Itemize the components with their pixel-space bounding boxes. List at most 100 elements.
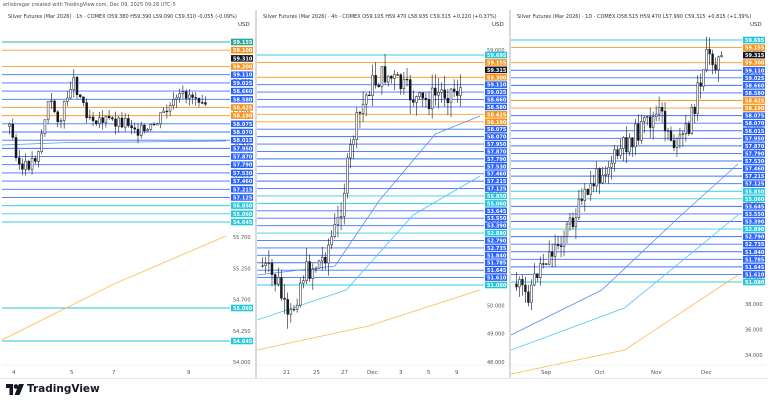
- candle-body: [69, 89, 72, 99]
- candle-body: [336, 217, 340, 225]
- price-label-text: 57.790: [487, 157, 507, 163]
- candle-body: [311, 269, 315, 279]
- candle-body: [30, 158, 34, 170]
- candle-body: [364, 94, 368, 105]
- price-label-box: [743, 225, 765, 233]
- price-label-text: 57.460: [487, 172, 507, 178]
- price-chart-svg[interactable]: 58.00056.00054.00052.00050.00048.00046.0…: [511, 10, 766, 378]
- candle-body: [553, 244, 557, 257]
- candle-body: [172, 99, 175, 106]
- price-label-box: [231, 55, 253, 62]
- price-label-text: 59.025: [487, 90, 507, 96]
- price-label-box: [231, 194, 253, 201]
- candle-body: [720, 55, 723, 58]
- panel-divider[interactable]: [509, 10, 511, 378]
- price-label-box: [485, 207, 507, 215]
- candle-body: [702, 69, 705, 87]
- price-label-box: [231, 177, 253, 185]
- candle-body: [188, 94, 191, 99]
- candle-body: [156, 123, 159, 126]
- chart-panel-1d[interactable]: Silver Futures (Mar 2026) · 1D · COMEX O…: [511, 10, 766, 378]
- candle-body: [393, 74, 396, 79]
- candle-body: [82, 96, 85, 103]
- tradingview-logo[interactable]: TradingView: [6, 383, 100, 395]
- chart-panel-1h[interactable]: Silver Futures (Mar 2026) · 1h · COMEX O…: [2, 10, 254, 378]
- candle-body: [631, 137, 634, 148]
- candle-body: [114, 118, 117, 127]
- candle-body: [346, 157, 349, 194]
- tradingview-logo-icon: [6, 383, 24, 395]
- candle-body: [456, 91, 459, 96]
- axis-tick-label: 54.250: [233, 329, 251, 335]
- price-label-text: 53.645: [745, 204, 765, 210]
- moving-average-line: [2, 140, 227, 146]
- price-label-box: [231, 210, 253, 218]
- price-label-text: 57.125: [233, 195, 253, 201]
- price-label-box: [743, 263, 765, 271]
- price-label-box: [485, 133, 507, 140]
- candle-body: [324, 256, 327, 264]
- candle-body: [604, 174, 607, 176]
- time-axis-label: 25: [313, 370, 320, 376]
- candle-body: [292, 308, 296, 311]
- candle-body: [625, 137, 628, 153]
- candle-body: [286, 299, 289, 315]
- price-label-text: 53.645: [487, 209, 507, 215]
- price-label-text: 58.190: [487, 120, 507, 126]
- candle-body: [349, 144, 352, 159]
- price-label-text: 59.100: [233, 48, 253, 54]
- price-chart-svg[interactable]: 59.00058.25057.50056.95056.30056.00055.7…: [2, 10, 254, 378]
- candle-body: [8, 123, 11, 127]
- candle-body: [123, 118, 127, 128]
- price-label-text: 51.645: [745, 265, 765, 271]
- candle-body: [321, 256, 324, 262]
- price-label-text: 55.060: [233, 212, 253, 218]
- candle-body: [459, 87, 462, 96]
- candle-body: [43, 119, 47, 135]
- candle-body: [308, 261, 311, 279]
- price-label-text: 52.735: [745, 242, 765, 248]
- price-label-text: 59.155: [233, 40, 253, 46]
- price-label-box: [485, 88, 507, 96]
- candle-body: [396, 74, 399, 76]
- panel-divider[interactable]: [255, 10, 257, 378]
- currency-label: USD: [750, 22, 762, 28]
- price-label-text: 57.870: [487, 149, 507, 155]
- price-label-text: 58.425: [233, 105, 253, 111]
- price-label-box: [743, 51, 765, 59]
- candle-body: [273, 274, 277, 285]
- time-axis-label: 21: [283, 370, 290, 376]
- price-label-text: 53.390: [487, 224, 507, 230]
- price-label-box: [485, 140, 507, 148]
- candle-body: [649, 116, 652, 128]
- price-label-text: 59.155: [745, 46, 765, 52]
- price-label-box: [485, 214, 507, 222]
- candle-body: [24, 160, 27, 170]
- price-chart-svg[interactable]: 59.00058.00057.00056.00055.00054.00053.0…: [257, 10, 508, 378]
- chart-panel-4h[interactable]: Silver Futures (Mar 2026) · 4h · COMEX O…: [257, 10, 508, 378]
- price-label-box: [743, 240, 765, 248]
- candle-body: [181, 91, 185, 94]
- time-axis-label: Dec: [367, 370, 378, 376]
- candle-body: [314, 267, 318, 270]
- candle-body: [583, 188, 586, 201]
- price-label-text: 58.070: [745, 121, 765, 127]
- panel-title: Silver Futures (Mar 2026) · 4h · COMEX O…: [263, 14, 497, 20]
- time-axis-label: 3: [399, 370, 403, 376]
- candle-body: [708, 49, 711, 55]
- price-label-box: [743, 278, 765, 286]
- price-label-text: 57.870: [233, 155, 253, 161]
- candle-body: [136, 128, 140, 136]
- candle-body: [705, 49, 708, 71]
- price-label-box: [485, 170, 507, 178]
- candle-body: [619, 148, 622, 156]
- candle-body: [17, 157, 21, 165]
- price-label-text: 55.850: [745, 189, 765, 195]
- price-label-text: 59.315: [487, 68, 507, 74]
- candle-body: [418, 92, 421, 97]
- price-label-text: 56.850: [233, 204, 253, 210]
- candle-body: [601, 175, 604, 184]
- candle-body: [178, 93, 181, 99]
- time-axis-label: Dec: [701, 370, 712, 376]
- price-label-box: [485, 103, 507, 111]
